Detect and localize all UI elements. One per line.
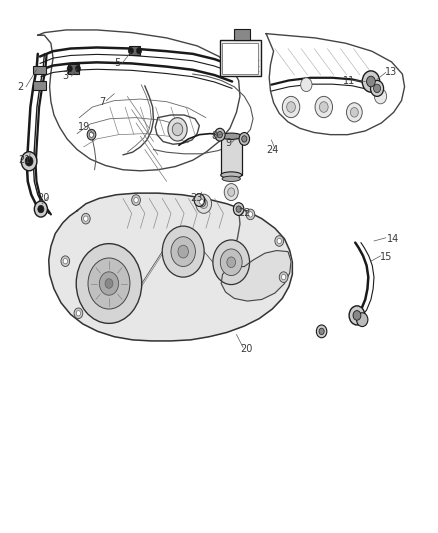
Circle shape <box>178 245 188 258</box>
Polygon shape <box>221 251 291 301</box>
Circle shape <box>61 256 70 266</box>
Circle shape <box>346 103 362 122</box>
Text: 23: 23 <box>190 193 202 204</box>
Text: 21: 21 <box>18 155 31 165</box>
Circle shape <box>84 216 88 221</box>
Circle shape <box>277 238 282 244</box>
Circle shape <box>233 203 244 215</box>
Circle shape <box>128 47 134 54</box>
Text: 22: 22 <box>238 208 251 219</box>
Circle shape <box>217 132 223 138</box>
Text: 8: 8 <box>212 131 218 141</box>
Bar <box>32 66 46 74</box>
Text: 5: 5 <box>115 59 121 68</box>
Circle shape <box>236 206 241 212</box>
Circle shape <box>228 188 235 196</box>
Circle shape <box>168 118 187 141</box>
Circle shape <box>137 47 142 54</box>
Circle shape <box>287 102 295 112</box>
Bar <box>68 64 79 74</box>
Circle shape <box>171 237 195 266</box>
Circle shape <box>213 240 250 285</box>
Circle shape <box>275 236 284 246</box>
Circle shape <box>319 328 324 335</box>
Bar <box>221 136 242 175</box>
Text: 2: 2 <box>17 82 24 92</box>
Circle shape <box>367 76 375 87</box>
Text: 24: 24 <box>266 144 279 155</box>
Circle shape <box>242 136 247 142</box>
Text: 13: 13 <box>385 68 398 77</box>
Circle shape <box>362 71 380 92</box>
Bar <box>220 40 261 76</box>
Text: 20: 20 <box>240 344 252 354</box>
Circle shape <box>99 272 119 295</box>
Circle shape <box>162 226 204 277</box>
Circle shape <box>224 183 238 200</box>
Circle shape <box>283 96 300 118</box>
Circle shape <box>227 257 236 268</box>
Circle shape <box>371 80 384 96</box>
Text: 20: 20 <box>37 193 49 204</box>
Ellipse shape <box>221 133 242 140</box>
Circle shape <box>81 213 90 224</box>
Circle shape <box>199 199 204 204</box>
Circle shape <box>300 78 312 92</box>
Circle shape <box>246 209 255 220</box>
Circle shape <box>282 274 286 280</box>
Circle shape <box>63 259 67 264</box>
Ellipse shape <box>221 172 242 178</box>
Circle shape <box>194 193 205 206</box>
Circle shape <box>38 205 44 213</box>
Bar <box>130 46 141 55</box>
Circle shape <box>74 308 83 319</box>
Circle shape <box>374 84 381 93</box>
Circle shape <box>374 89 387 104</box>
Circle shape <box>75 66 81 72</box>
Circle shape <box>316 325 327 338</box>
Circle shape <box>134 197 138 203</box>
Circle shape <box>34 201 47 217</box>
Circle shape <box>105 279 113 288</box>
Text: 7: 7 <box>99 96 105 107</box>
Circle shape <box>132 195 141 205</box>
Circle shape <box>215 128 225 141</box>
Text: 9: 9 <box>226 138 232 148</box>
Bar <box>223 43 258 74</box>
Text: 11: 11 <box>343 77 355 86</box>
Circle shape <box>21 152 37 171</box>
Circle shape <box>248 212 253 217</box>
Circle shape <box>89 132 94 138</box>
Text: 19: 19 <box>78 122 91 132</box>
Circle shape <box>349 306 365 325</box>
Circle shape <box>350 108 358 117</box>
Circle shape <box>197 196 206 207</box>
Circle shape <box>76 311 81 316</box>
Circle shape <box>279 272 288 282</box>
Circle shape <box>87 130 96 140</box>
Bar <box>234 29 250 40</box>
Circle shape <box>200 199 208 208</box>
Text: 14: 14 <box>387 234 399 244</box>
Circle shape <box>25 157 33 166</box>
Ellipse shape <box>222 176 240 181</box>
Bar <box>32 82 46 90</box>
Circle shape <box>353 311 361 320</box>
Circle shape <box>88 258 130 309</box>
Text: 15: 15 <box>380 252 392 262</box>
Circle shape <box>196 194 212 213</box>
Text: 3: 3 <box>62 71 68 81</box>
Circle shape <box>67 66 72 72</box>
Circle shape <box>357 313 368 327</box>
Circle shape <box>220 249 242 276</box>
Circle shape <box>315 96 332 118</box>
Circle shape <box>239 133 250 146</box>
Circle shape <box>76 244 142 324</box>
Polygon shape <box>49 193 292 341</box>
Circle shape <box>319 102 328 112</box>
Circle shape <box>172 123 183 136</box>
